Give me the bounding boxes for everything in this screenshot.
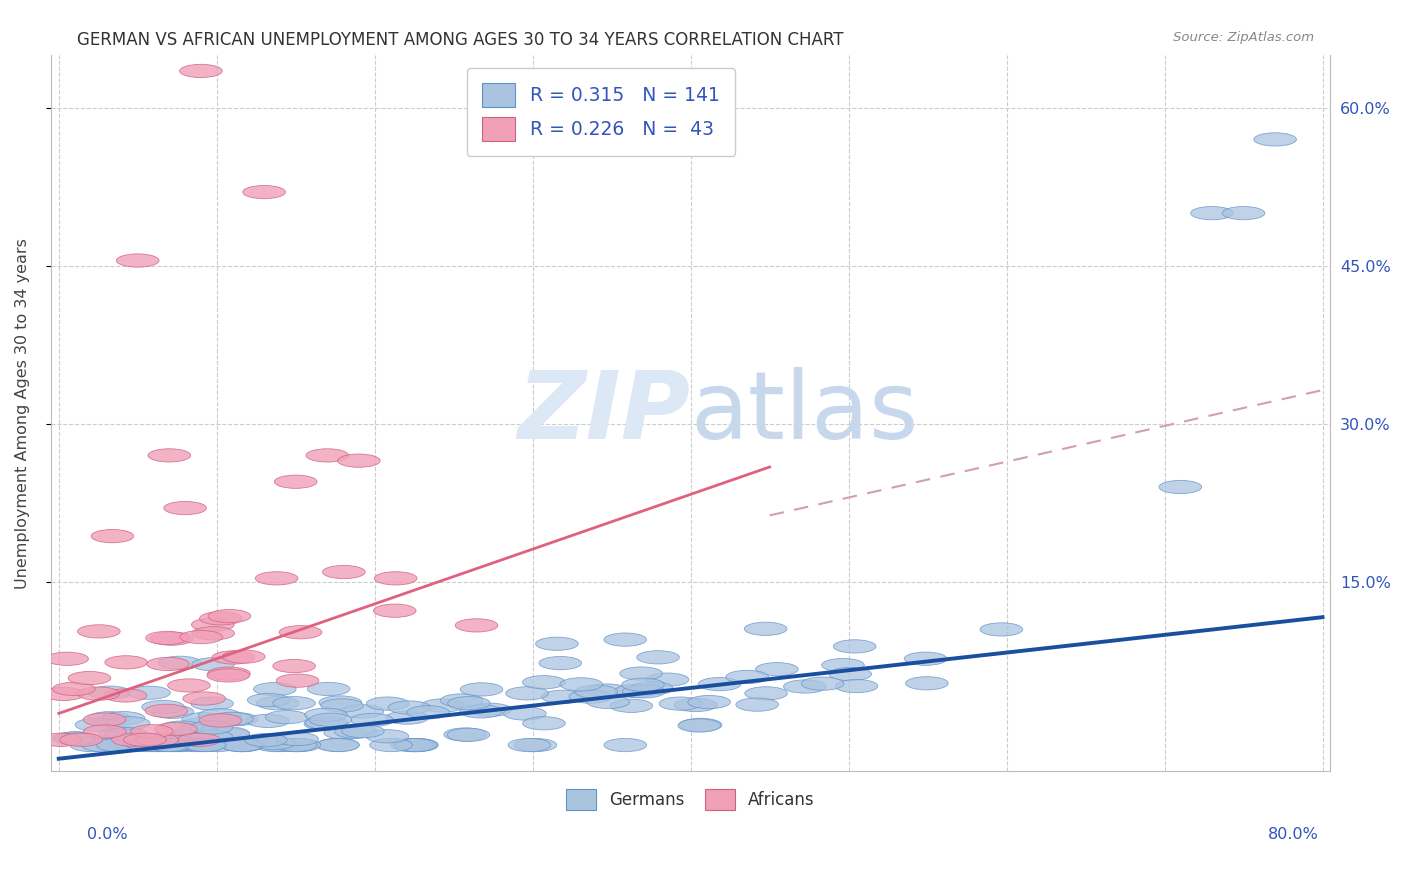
Text: 0.0%: 0.0% xyxy=(87,827,128,841)
Legend: Germans, Africans: Germans, Africans xyxy=(560,782,821,817)
Text: GERMAN VS AFRICAN UNEMPLOYMENT AMONG AGES 30 TO 34 YEARS CORRELATION CHART: GERMAN VS AFRICAN UNEMPLOYMENT AMONG AGE… xyxy=(77,31,844,49)
Text: ZIP: ZIP xyxy=(517,368,690,459)
Text: 80.0%: 80.0% xyxy=(1268,827,1319,841)
Text: atlas: atlas xyxy=(690,368,920,459)
Text: Source: ZipAtlas.com: Source: ZipAtlas.com xyxy=(1174,31,1315,45)
Y-axis label: Unemployment Among Ages 30 to 34 years: Unemployment Among Ages 30 to 34 years xyxy=(15,238,30,589)
